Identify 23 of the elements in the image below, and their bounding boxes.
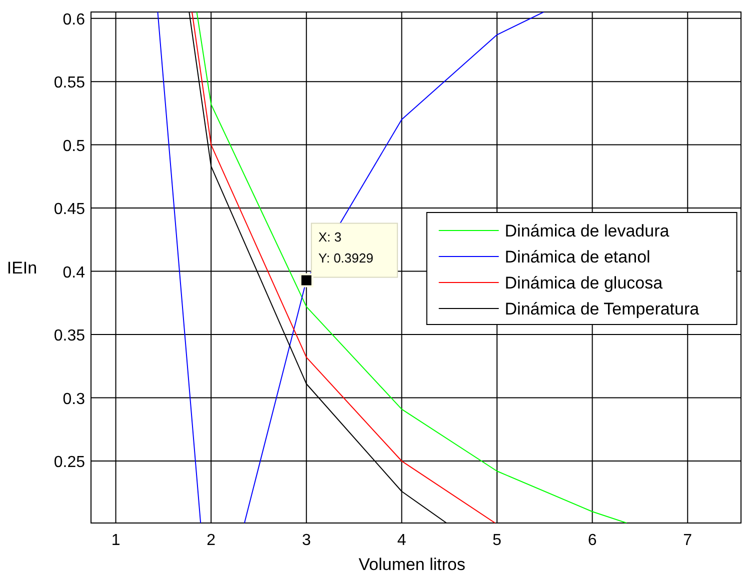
y-tick-label: 0.5 xyxy=(62,138,86,155)
legend-label: Dinámica de etanol xyxy=(504,248,650,266)
x-tick-label: 6 xyxy=(588,532,597,549)
y-tick-label: 0.3 xyxy=(62,390,86,408)
legend-label: Dinámica de levadura xyxy=(504,222,670,240)
y-axis-title: IEIn xyxy=(6,258,38,278)
x-tick-label: 1 xyxy=(111,532,120,549)
y-tick-label: 0.6 xyxy=(62,11,86,28)
line-series xyxy=(192,12,496,523)
x-tick-label: 5 xyxy=(492,532,502,549)
x-tick-label: 4 xyxy=(397,532,406,549)
annotation: X: 3 Y: 0.3929 xyxy=(318,229,374,266)
legend-label: Dinámica de glucosa xyxy=(504,274,664,292)
x-axis-title: Volumen litros xyxy=(358,555,466,574)
y-tick-label: 0.35 xyxy=(54,328,86,345)
y-tick-label: 0.25 xyxy=(54,454,86,472)
y-tick-label: 0.4 xyxy=(62,264,86,282)
x-tick-label: 3 xyxy=(302,532,311,549)
y-tick-label: 0.45 xyxy=(54,201,86,218)
legend-label: Dinámica de Temperatura xyxy=(504,300,700,318)
x-tick-label: 2 xyxy=(206,532,216,549)
x-tick-label: 7 xyxy=(683,532,692,549)
y-tick-label: 0.55 xyxy=(54,74,86,92)
